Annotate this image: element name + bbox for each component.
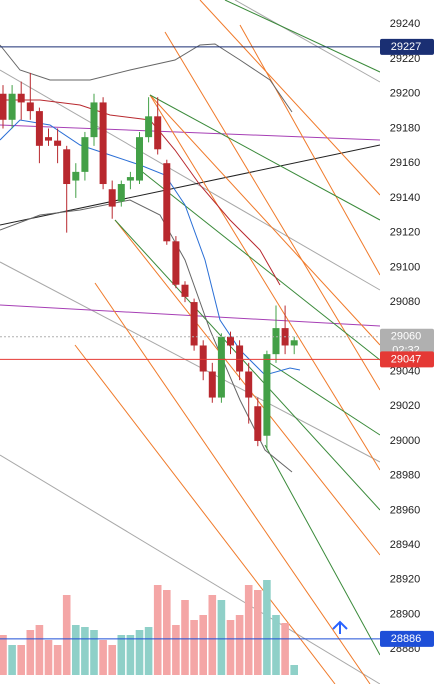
price-label: 29060: [391, 331, 422, 343]
y-tick-label: 28980: [390, 470, 421, 482]
candle-body: [208, 371, 216, 398]
volume-bar: [117, 635, 126, 675]
candle-body: [272, 328, 280, 355]
volume-bar: [263, 580, 271, 675]
candle-body: [227, 336, 234, 346]
candle-body: [181, 284, 189, 297]
y-tick-label: 29220: [390, 53, 421, 65]
candle-body: [63, 149, 71, 185]
volume-bar: [208, 595, 217, 675]
candle-body: [26, 102, 34, 112]
y-tick-label: 29000: [390, 435, 421, 447]
volume-bar: [26, 630, 35, 675]
volume-bar: [272, 615, 280, 675]
volume-bar: [44, 640, 53, 675]
volume-bar: [135, 630, 144, 675]
y-tick-label: 29100: [390, 261, 421, 273]
volume-bar: [217, 600, 226, 675]
y-tick-label: 29120: [390, 227, 421, 239]
volume-bar: [290, 665, 298, 675]
candle-body: [0, 93, 7, 120]
y-tick-label: 28940: [390, 539, 421, 551]
candle-body: [263, 354, 271, 436]
price-label-box: [380, 630, 434, 647]
volume-bar: [17, 645, 25, 675]
y-tick-label: 28960: [390, 504, 421, 516]
price-label-box: [380, 38, 434, 55]
volume-bar: [235, 615, 244, 675]
volume-bar: [99, 640, 107, 675]
volume-bar: [81, 627, 89, 675]
candle-body: [72, 171, 80, 181]
price-label: 28886: [391, 633, 422, 645]
volume-bar: [199, 615, 207, 675]
candle-body: [217, 336, 225, 398]
volume-bar: [0, 635, 7, 675]
y-tick-label: 29240: [390, 18, 421, 30]
volume-bar: [163, 590, 171, 675]
arrow-icon: [332, 620, 348, 634]
volume-bar: [153, 585, 162, 675]
candle-body: [108, 189, 116, 207]
candle-body: [245, 371, 253, 398]
candle-body: [35, 111, 43, 146]
candle-body: [81, 137, 89, 172]
volume-bar: [72, 625, 80, 675]
volume-bar: [35, 625, 44, 675]
volume-bar: [190, 620, 198, 675]
volume-bar: [108, 645, 116, 675]
candle-body: [145, 116, 153, 138]
volume-bar: [126, 635, 135, 675]
volume-bar: [244, 585, 253, 675]
candle-body: [136, 137, 143, 181]
candle-body: [199, 345, 207, 372]
candle-body: [290, 340, 298, 346]
candle-body: [172, 241, 180, 285]
candle-body: [254, 406, 262, 441]
y-tick-label: 29040: [390, 365, 421, 377]
price-label-box: [380, 351, 434, 368]
candle-body: [236, 345, 244, 372]
price-label: 29047: [391, 353, 422, 365]
volume-bar: [172, 625, 180, 675]
y-tick-label: 29020: [390, 400, 421, 412]
candle-body: [117, 184, 125, 202]
price-label-box: [380, 328, 434, 359]
candle-body: [8, 93, 16, 120]
candle-body: [17, 93, 25, 103]
volume-bar: [181, 600, 189, 675]
price-label: 29227: [391, 41, 422, 53]
volume-bar: [8, 645, 16, 675]
y-tick-label: 28900: [390, 608, 421, 620]
candle-body: [54, 140, 62, 146]
candle-body: [90, 102, 98, 138]
volume-bar: [144, 627, 153, 675]
candle-body: [163, 163, 171, 242]
candle-body: [99, 102, 107, 185]
y-tick-label: 28920: [390, 574, 421, 586]
candle-body: [45, 137, 52, 141]
volume-bar: [62, 595, 71, 675]
volume-bar: [226, 620, 235, 675]
candle-body: [154, 116, 162, 150]
volume-bar: [281, 623, 289, 675]
y-tick-label: 29080: [390, 296, 421, 308]
volume-bar: [90, 630, 98, 675]
y-tick-label: 29160: [390, 157, 421, 169]
volume-bar: [53, 645, 62, 675]
y-tick-label: 29140: [390, 192, 421, 204]
y-tick-label: 29200: [390, 88, 421, 100]
y-tick-label: 29180: [390, 122, 421, 134]
drawings: [0, 0, 381, 684]
candle-body: [190, 302, 198, 346]
candle-body: [126, 177, 134, 181]
volume-bar: [254, 590, 262, 675]
